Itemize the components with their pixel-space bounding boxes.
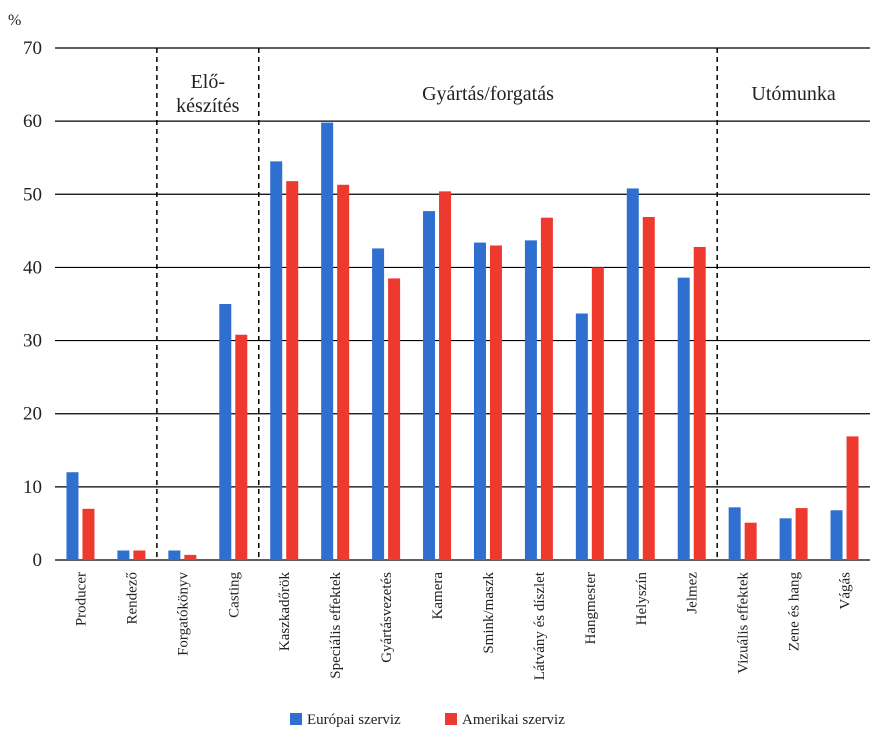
bar-american xyxy=(642,216,655,560)
legend: Európai szerviz Amerikai szerviz xyxy=(290,712,565,728)
y-axis-unit-label: % xyxy=(8,12,21,29)
category-label: Hangmester xyxy=(583,572,599,644)
bar-american xyxy=(133,550,146,560)
bar-european xyxy=(423,211,436,560)
bar-european xyxy=(372,248,385,560)
category-label: Producer xyxy=(73,572,89,626)
y-tick-label: 70 xyxy=(23,38,42,59)
bar-american xyxy=(693,246,706,560)
category-label: Gyártásvezetés xyxy=(379,572,395,663)
bar-european xyxy=(66,472,79,560)
bar-american xyxy=(795,508,808,560)
bar-american xyxy=(591,267,604,560)
bar-european xyxy=(219,304,232,560)
y-tick-label: 30 xyxy=(23,331,42,352)
bar-american xyxy=(337,184,350,560)
category-label: Casting xyxy=(226,572,242,618)
bar-american xyxy=(744,522,757,560)
category-label: Smink/maszk xyxy=(481,572,497,654)
legend-swatch xyxy=(290,713,302,725)
category-label: Vizuális effektek xyxy=(736,572,752,674)
bar-american xyxy=(489,245,502,560)
category-label: Jelmez xyxy=(685,572,701,614)
bar-american xyxy=(235,334,248,560)
bar-european xyxy=(117,550,130,560)
bar-european xyxy=(270,161,283,560)
section-dividers: Elő-készítés Gyártás/forgatás Utómunka xyxy=(156,48,836,560)
bar-american xyxy=(439,191,452,561)
gridlines: 0 10 20 30 40 50 60 70 xyxy=(23,38,870,571)
section-label: Elő- xyxy=(191,71,225,93)
category-label: Forgatókönyv xyxy=(175,572,191,656)
category-label: Kamera xyxy=(430,572,446,620)
bar-american xyxy=(82,508,95,560)
legend-label: Európai szerviz xyxy=(307,712,401,728)
bar-european xyxy=(575,313,588,560)
bar-european xyxy=(473,242,486,560)
category-label: Zene és hang xyxy=(787,572,803,652)
bar-european xyxy=(830,510,843,560)
category-label: Rendező xyxy=(124,572,140,624)
y-tick-label: 20 xyxy=(23,404,42,425)
y-tick-label: 60 xyxy=(23,111,42,132)
bar-american xyxy=(846,436,859,560)
y-tick-label: 40 xyxy=(23,257,42,278)
y-tick-label: 10 xyxy=(23,477,42,498)
bar-european xyxy=(677,277,690,560)
category-label: Kaszkadőrök xyxy=(277,572,293,652)
bar-european xyxy=(626,188,639,561)
section-label: Gyártás/forgatás xyxy=(422,83,554,105)
y-tick-label: 0 xyxy=(33,550,43,571)
bar-european xyxy=(728,507,741,560)
bar-american xyxy=(388,278,401,560)
category-label: Speciális effektek xyxy=(328,572,344,679)
bar-european xyxy=(321,122,334,560)
y-tick-label: 50 xyxy=(23,184,42,205)
category-label: Látvány és díszlet xyxy=(532,571,548,680)
legend-swatch xyxy=(445,713,457,725)
legend-label: Amerikai szerviz xyxy=(462,712,565,728)
section-label: Utómunka xyxy=(751,83,836,105)
bar-european xyxy=(524,240,537,560)
x-axis-labels: Producer Rendező Forgatókönyv Casting Kaszka… xyxy=(73,571,853,680)
bar-american xyxy=(184,554,197,560)
bar-european xyxy=(779,518,792,560)
section-label: készítés xyxy=(176,95,240,117)
bars xyxy=(66,122,859,561)
bar-european xyxy=(168,550,181,560)
bar-american xyxy=(540,217,553,561)
bar-american xyxy=(286,181,299,560)
category-label: Vágás xyxy=(838,572,854,610)
category-label: Helyszín xyxy=(634,572,650,626)
